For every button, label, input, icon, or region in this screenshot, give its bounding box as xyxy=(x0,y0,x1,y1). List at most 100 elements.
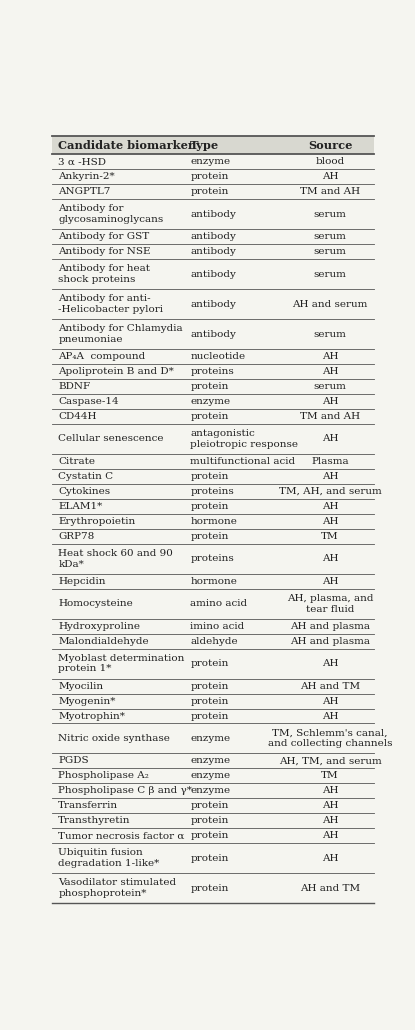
Text: Antibody for NSE: Antibody for NSE xyxy=(58,247,151,256)
Text: enzyme: enzyme xyxy=(190,734,230,743)
Text: Heat shock 60 and 90
kDa*: Heat shock 60 and 90 kDa* xyxy=(58,549,173,569)
Text: AH and plasma: AH and plasma xyxy=(290,622,370,630)
Text: CD44H: CD44H xyxy=(58,412,97,421)
Text: PGDS: PGDS xyxy=(58,756,89,765)
Text: multifunctional acid: multifunctional acid xyxy=(190,457,295,466)
Text: AH: AH xyxy=(322,817,338,825)
Text: Plasma: Plasma xyxy=(311,457,349,466)
Text: protein: protein xyxy=(190,884,229,893)
Text: Hydroxyproline: Hydroxyproline xyxy=(58,622,140,630)
Text: serum: serum xyxy=(314,330,347,339)
Text: Phospholipase C β and γ*: Phospholipase C β and γ* xyxy=(58,786,192,795)
Text: GRP78: GRP78 xyxy=(58,531,95,541)
Text: AH: AH xyxy=(322,854,338,863)
Text: enzyme: enzyme xyxy=(190,756,230,765)
Text: protein: protein xyxy=(190,817,229,825)
Text: Tumor necrosis factor α: Tumor necrosis factor α xyxy=(58,831,185,840)
Text: Nitric oxide synthase: Nitric oxide synthase xyxy=(58,734,170,743)
Bar xyxy=(52,136,374,154)
Text: Ankyrin-2*: Ankyrin-2* xyxy=(58,172,115,181)
Text: Source: Source xyxy=(308,140,352,150)
Text: enzyme: enzyme xyxy=(190,158,230,166)
Text: protein: protein xyxy=(190,682,229,690)
Text: AH, TM, and serum: AH, TM, and serum xyxy=(279,756,381,765)
Text: amino acid: amino acid xyxy=(190,599,247,608)
Text: protein: protein xyxy=(190,696,229,706)
Text: AP₄A  compound: AP₄A compound xyxy=(58,352,146,362)
Text: TM and AH: TM and AH xyxy=(300,412,360,421)
Text: protein: protein xyxy=(190,412,229,421)
Text: Cystatin C: Cystatin C xyxy=(58,472,113,481)
Text: AH: AH xyxy=(322,517,338,525)
Text: antibody: antibody xyxy=(190,300,236,309)
Text: serum: serum xyxy=(314,247,347,256)
Text: AH and TM: AH and TM xyxy=(300,682,360,690)
Text: AH: AH xyxy=(322,367,338,376)
Text: protein: protein xyxy=(190,502,229,511)
Text: Vasodilator stimulated
phosphoprotein*: Vasodilator stimulated phosphoprotein* xyxy=(58,879,176,898)
Text: antagonistic
pleiotropic response: antagonistic pleiotropic response xyxy=(190,430,298,449)
Text: enzyme: enzyme xyxy=(190,771,230,781)
Text: serum: serum xyxy=(314,270,347,279)
Text: serum: serum xyxy=(314,210,347,218)
Text: TM: TM xyxy=(321,771,339,781)
Text: Caspase-14: Caspase-14 xyxy=(58,397,119,406)
Text: hormone: hormone xyxy=(190,577,237,586)
Text: Hepcidin: Hepcidin xyxy=(58,577,106,586)
Text: antibody: antibody xyxy=(190,247,236,256)
Text: proteins: proteins xyxy=(190,367,234,376)
Text: proteins: proteins xyxy=(190,554,234,563)
Text: Myoblast determination
protein 1*: Myoblast determination protein 1* xyxy=(58,654,185,674)
Text: Myogenin*: Myogenin* xyxy=(58,696,116,706)
Text: AH: AH xyxy=(322,172,338,181)
Text: proteins: proteins xyxy=(190,487,234,495)
Text: imino acid: imino acid xyxy=(190,622,244,630)
Text: Transferrin: Transferrin xyxy=(58,801,118,811)
Text: protein: protein xyxy=(190,712,229,721)
Text: AH and plasma: AH and plasma xyxy=(290,637,370,646)
Text: AH: AH xyxy=(322,659,338,668)
Text: TM, Schlemm's canal,
and collecting channels: TM, Schlemm's canal, and collecting chan… xyxy=(268,728,392,749)
Text: hormone: hormone xyxy=(190,517,237,525)
Text: AH: AH xyxy=(322,397,338,406)
Text: Antibody for GST: Antibody for GST xyxy=(58,232,149,241)
Text: AH: AH xyxy=(322,352,338,362)
Text: AH: AH xyxy=(322,472,338,481)
Text: AH: AH xyxy=(322,554,338,563)
Text: protein: protein xyxy=(190,854,229,863)
Text: protein: protein xyxy=(190,382,229,391)
Text: serum: serum xyxy=(314,382,347,391)
Text: Cytokines: Cytokines xyxy=(58,487,110,495)
Text: Antibody for anti-
-Helicobacter pylori: Antibody for anti- -Helicobacter pylori xyxy=(58,295,164,314)
Text: BDNF: BDNF xyxy=(58,382,90,391)
Text: enzyme: enzyme xyxy=(190,397,230,406)
Text: AH, plasma, and
tear fluid: AH, plasma, and tear fluid xyxy=(287,594,374,614)
Text: protein: protein xyxy=(190,187,229,197)
Text: Antibody for
glycosaminoglycans: Antibody for glycosaminoglycans xyxy=(58,204,164,225)
Text: antibody: antibody xyxy=(190,270,236,279)
Text: Erythropoietin: Erythropoietin xyxy=(58,517,136,525)
Text: 3 α -HSD: 3 α -HSD xyxy=(58,158,106,166)
Text: AH: AH xyxy=(322,712,338,721)
Text: Malondialdehyde: Malondialdehyde xyxy=(58,637,149,646)
Text: protein: protein xyxy=(190,172,229,181)
Text: protein: protein xyxy=(190,659,229,668)
Text: Myocilin: Myocilin xyxy=(58,682,103,690)
Text: Ubiquitin fusion
degradation 1-like*: Ubiquitin fusion degradation 1-like* xyxy=(58,849,159,868)
Text: AH and TM: AH and TM xyxy=(300,884,360,893)
Text: antibody: antibody xyxy=(190,232,236,241)
Text: AH: AH xyxy=(322,577,338,586)
Text: aldehyde: aldehyde xyxy=(190,637,238,646)
Text: ANGPTL7: ANGPTL7 xyxy=(58,187,111,197)
Text: protein: protein xyxy=(190,472,229,481)
Text: AH: AH xyxy=(322,786,338,795)
Text: TM, AH, and serum: TM, AH, and serum xyxy=(279,487,381,495)
Text: Transthyretin: Transthyretin xyxy=(58,817,131,825)
Text: blood: blood xyxy=(315,158,345,166)
Text: antibody: antibody xyxy=(190,210,236,218)
Text: Type: Type xyxy=(190,140,219,150)
Text: Myotrophin*: Myotrophin* xyxy=(58,712,125,721)
Text: TM and AH: TM and AH xyxy=(300,187,360,197)
Text: Candidate biomarker: Candidate biomarker xyxy=(58,140,194,150)
Text: serum: serum xyxy=(314,232,347,241)
